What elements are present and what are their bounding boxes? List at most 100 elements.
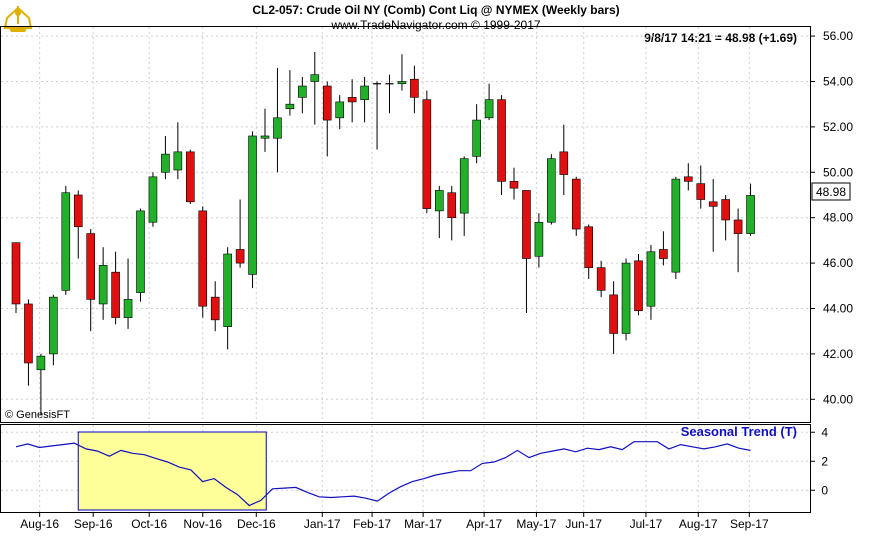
- candle-body-down: [522, 190, 531, 259]
- candle-body-down: [683, 176, 693, 182]
- candle: [746, 183, 755, 236]
- candle: [571, 176, 581, 236]
- x-tick-label: Aug-16: [20, 517, 59, 531]
- price-tick-label: 52.00: [823, 120, 853, 134]
- price-tick-label: 42.00: [823, 347, 853, 361]
- x-tick-label: Apr-17: [466, 517, 502, 531]
- candle-body-down: [509, 181, 519, 189]
- candle: [459, 156, 469, 236]
- candle-body-down: [733, 219, 743, 234]
- candle: [360, 76, 369, 123]
- candle: [447, 185, 457, 241]
- candle-body-up: [621, 262, 631, 334]
- candle-body-down: [86, 233, 95, 300]
- candle-body-down: [24, 303, 33, 364]
- genesis-copyright: © GenesisFT: [5, 409, 70, 421]
- x-tick-label: Aug-17: [679, 517, 718, 531]
- candle-body-up: [472, 119, 481, 157]
- seasonal-panel-frame: [0, 424, 811, 513]
- candle: [223, 247, 232, 350]
- candle-body-down: [422, 99, 432, 209]
- candle: [472, 104, 481, 164]
- candle: [136, 208, 145, 302]
- candle-body-down: [347, 97, 357, 103]
- candle: [671, 176, 681, 279]
- candle: [161, 135, 170, 180]
- candle: [385, 74, 394, 114]
- candle-body-down: [696, 183, 706, 200]
- candle-body-up: [61, 192, 71, 291]
- candle-body-up: [459, 158, 469, 214]
- candle: [509, 167, 519, 200]
- candle: [634, 254, 643, 316]
- x-tick-label: Feb-17: [353, 517, 391, 531]
- candle: [235, 199, 245, 268]
- candle: [410, 65, 419, 114]
- candle-body-up: [746, 195, 755, 234]
- x-tick-label: Mar-17: [404, 517, 442, 531]
- candle: [310, 51, 320, 125]
- candle: [373, 81, 382, 150]
- candle: [198, 206, 208, 318]
- candle-body-down: [596, 267, 606, 291]
- candle: [285, 70, 295, 116]
- x-tick-label: May-17: [516, 517, 556, 531]
- axis-layer: 56.00 54.00 52.00 50.00 48.00 46.00 44.00 42.00…: [20, 29, 853, 531]
- candle: [61, 185, 71, 295]
- candle: [111, 251, 120, 325]
- candle-body-down: [634, 260, 643, 312]
- candle: [36, 353, 46, 416]
- seasonal-layer: [15, 441, 751, 507]
- price-tick-label: 50.00: [823, 165, 853, 179]
- candle-body-up: [298, 85, 307, 98]
- candle: [609, 281, 618, 354]
- chart-subtitle: www.TradeNavigator.com © 1999-2017: [330, 18, 540, 32]
- candle: [260, 108, 270, 152]
- logo: [3, 6, 33, 32]
- candle-body-down: [198, 210, 208, 307]
- last-price-tag: 48.98: [816, 185, 846, 199]
- candle-body-down: [497, 99, 506, 182]
- candle-body-down: [322, 85, 332, 121]
- candle: [273, 67, 282, 173]
- price-tick-label: 48.00: [823, 211, 853, 225]
- candle: [73, 190, 83, 259]
- candle-body-up: [547, 158, 556, 223]
- candle-body-down: [708, 201, 718, 207]
- candle-body-up: [484, 99, 494, 119]
- candle: [522, 190, 531, 314]
- candle: [298, 76, 307, 114]
- candle-body-up: [223, 253, 232, 327]
- chart-title: CL2-057: Crude Oil NY (Comb) Cont Liq @ …: [252, 3, 619, 17]
- candle-body-up: [671, 178, 681, 273]
- candle-body-up: [49, 296, 58, 355]
- candle: [148, 172, 158, 227]
- candle: [497, 95, 506, 195]
- candle: [347, 79, 357, 123]
- candle-body-down: [584, 226, 594, 268]
- x-tick-label: Jun-17: [565, 517, 602, 531]
- candle: [422, 90, 432, 214]
- seasonal-trend-line: [15, 441, 751, 507]
- seasonal-tick-label: 2: [821, 454, 828, 468]
- candle-body-up: [98, 265, 108, 305]
- candle-body-down: [571, 178, 581, 230]
- seasonal-highlight-box: [77, 431, 267, 511]
- candle-body-down: [410, 78, 419, 98]
- candle-body-down: [447, 192, 457, 218]
- candle-body-up: [646, 251, 656, 307]
- candle-body-down: [609, 294, 618, 334]
- price-panel-frame: [0, 26, 811, 423]
- candle: [322, 81, 332, 157]
- candle: [733, 208, 743, 273]
- candle: [86, 229, 95, 332]
- candle: [123, 258, 133, 329]
- candle-body-up: [397, 81, 407, 85]
- candle-body-up: [123, 299, 133, 318]
- candle: [484, 83, 494, 121]
- candle: [49, 294, 58, 366]
- x-tick-label: Jan-17: [304, 517, 341, 531]
- candle: [173, 122, 183, 180]
- x-tick-label: Sep-17: [730, 517, 769, 531]
- x-tick-label: Jul-17: [630, 517, 663, 531]
